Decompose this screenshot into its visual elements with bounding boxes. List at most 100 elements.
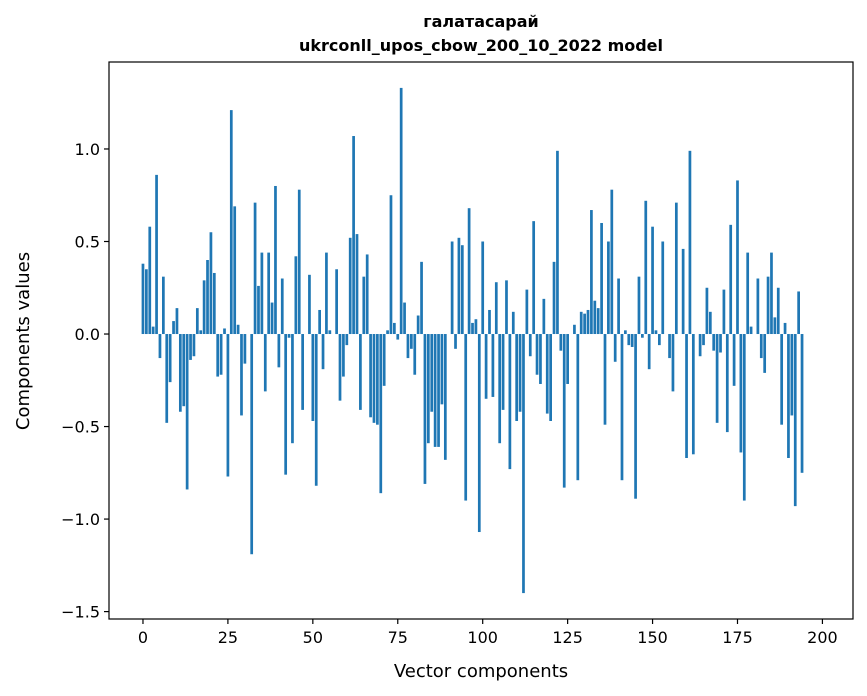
bar-100	[481, 241, 485, 335]
bar-179	[749, 326, 753, 335]
bar-112	[522, 334, 525, 594]
bar-16	[195, 308, 199, 335]
bar-71	[382, 334, 386, 386]
bar-27	[233, 206, 237, 335]
bar-184	[766, 276, 770, 335]
bar-150	[651, 226, 654, 335]
x-tick-label: 200	[807, 628, 838, 647]
y-tick-label: −0.5	[61, 418, 100, 437]
x-tick-label: 50	[303, 628, 323, 647]
bar-40	[277, 334, 281, 368]
bar-62	[352, 136, 355, 335]
bar-140	[617, 278, 620, 335]
bar-156	[671, 334, 675, 392]
bar-25	[226, 334, 230, 477]
bar-182	[759, 334, 763, 359]
bar-124	[562, 334, 566, 488]
bar-18	[202, 280, 206, 335]
x-axis-ticks: 0 25 50 75 100 125 150 175 200	[138, 619, 838, 647]
bar-164	[698, 334, 702, 357]
bar-81	[416, 315, 420, 335]
bar-189	[783, 322, 787, 335]
bar-129	[579, 311, 583, 335]
bar-99	[477, 334, 481, 533]
bar-92	[454, 334, 457, 349]
bar-177	[742, 334, 746, 501]
x-tick-label: 125	[552, 628, 583, 647]
bar-60	[345, 334, 349, 346]
bar-67	[369, 334, 372, 418]
bar-160	[685, 334, 688, 458]
bar-166	[705, 287, 709, 335]
y-tick-label: 0.0	[75, 325, 100, 344]
bar-102	[488, 309, 491, 335]
bar-19	[206, 260, 209, 335]
bar-130	[583, 313, 586, 335]
bar-89	[443, 334, 447, 460]
bar-187	[776, 287, 780, 335]
bar-149	[647, 334, 651, 370]
bar-26	[229, 110, 233, 335]
bar-58	[338, 334, 342, 401]
bar-185	[770, 252, 773, 335]
bar-15	[192, 334, 196, 357]
bar-157	[674, 202, 678, 335]
bar-37	[267, 252, 271, 335]
bar-147	[641, 334, 644, 338]
y-tick-label: 1.0	[75, 140, 100, 159]
bar-103	[491, 334, 495, 397]
bar-2	[148, 226, 152, 335]
bar-87	[437, 334, 440, 447]
bar-17	[199, 330, 203, 335]
bar-8	[168, 334, 172, 383]
bar-75	[396, 334, 400, 340]
y-axis-ticks: −1.5 −1.0 −0.5 0.0 0.5 1.0	[61, 140, 109, 622]
bar-138	[610, 189, 614, 335]
bar-135	[600, 222, 603, 335]
bar-141	[620, 334, 624, 481]
bar-107	[505, 280, 508, 335]
bar-32	[250, 334, 254, 555]
bar-108	[508, 334, 512, 470]
bar-38	[270, 302, 274, 335]
bar-171	[722, 289, 726, 335]
bar-39	[274, 185, 277, 335]
y-tick-label: −1.0	[61, 510, 100, 529]
bar-11	[178, 334, 182, 412]
bar-167	[708, 311, 712, 335]
bar-173	[729, 224, 733, 335]
y-tick-label: −1.5	[61, 603, 100, 622]
bar-155	[668, 334, 671, 359]
bar-7	[165, 334, 169, 423]
x-tick-label: 175	[722, 628, 753, 647]
bar-6	[162, 276, 165, 335]
bar-191	[790, 334, 794, 416]
bar-145	[634, 334, 637, 499]
bar-73	[389, 195, 393, 335]
bar-95	[464, 334, 468, 501]
bar-192	[793, 334, 797, 507]
bar-168	[712, 334, 716, 351]
bar-70	[379, 334, 383, 494]
x-tick-label: 150	[637, 628, 668, 647]
bar-119	[545, 334, 549, 414]
bar-161	[688, 150, 692, 335]
bar-43	[287, 334, 291, 338]
bar-152	[658, 334, 661, 346]
bar-21	[212, 272, 216, 335]
x-axis-label: Vector components	[394, 661, 568, 682]
bar-55	[328, 330, 332, 335]
bar-143	[627, 334, 631, 346]
bar-84	[426, 334, 430, 444]
bar-3	[151, 326, 155, 335]
bar-69	[376, 334, 379, 425]
x-tick-label: 25	[218, 628, 238, 647]
bar-127	[573, 324, 576, 335]
bar-45	[294, 256, 298, 335]
bar-93	[457, 237, 461, 335]
bar-94	[460, 245, 464, 335]
bar-132	[590, 210, 593, 335]
bar-118	[542, 298, 546, 335]
bar-80	[413, 334, 417, 375]
bar-111	[518, 334, 522, 412]
